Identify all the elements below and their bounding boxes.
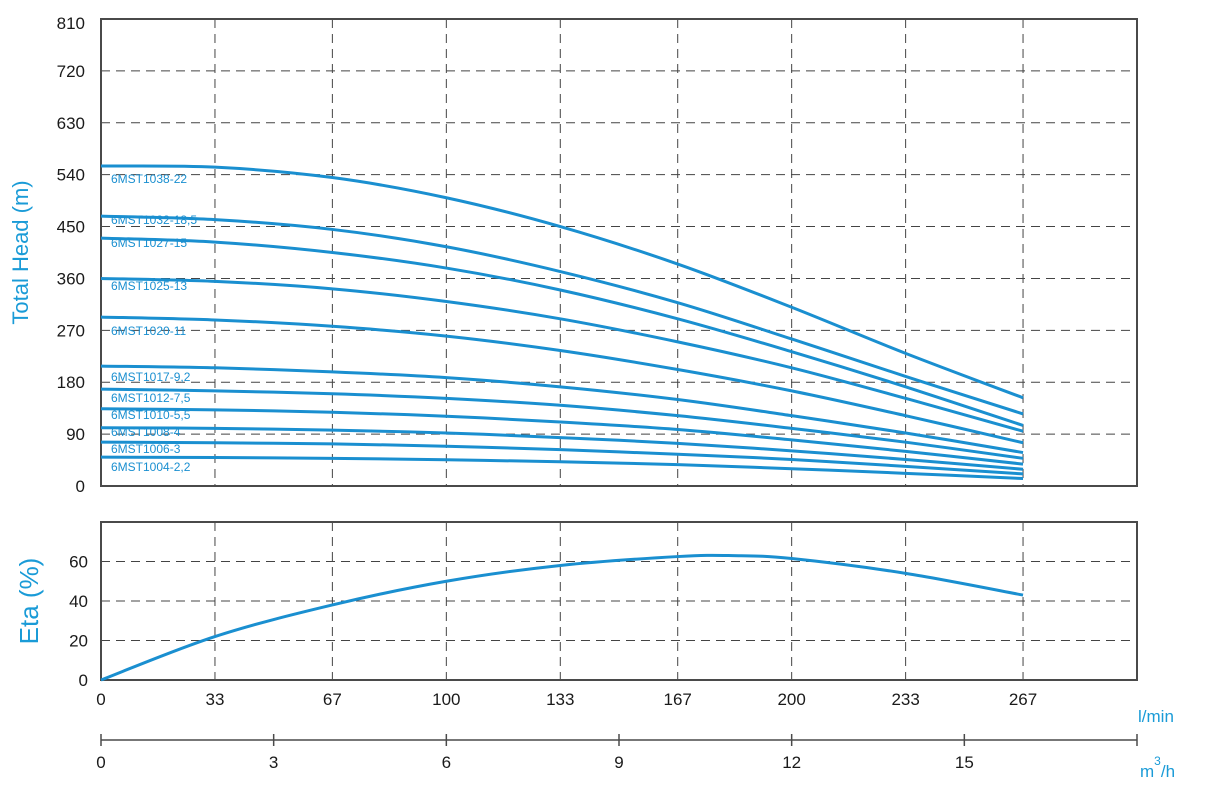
eta-panel: 0 20 40 60 Eta (%) bbox=[14, 521, 1138, 690]
head-y-axis-title: Total Head (m) bbox=[8, 180, 33, 324]
curve-label-7: 6MST1010-5,5 bbox=[111, 408, 191, 422]
head-y-tick-label: 0 bbox=[76, 477, 85, 496]
head-y-tick-label: 270 bbox=[57, 321, 85, 340]
eta-y-tick-label: 60 bbox=[69, 553, 88, 572]
x-tick-label: 167 bbox=[664, 690, 692, 709]
head-y-tick-label: 810 bbox=[57, 14, 85, 33]
head-y-tick-label: 180 bbox=[57, 373, 85, 392]
eta-y-axis-title: Eta (%) bbox=[14, 558, 44, 645]
head-y-tick-label: 540 bbox=[57, 166, 85, 185]
x-tick-label: 67 bbox=[323, 690, 342, 709]
curve-label-0: 6MST1038-22 bbox=[111, 172, 187, 186]
secondary-tick-label: 6 bbox=[442, 753, 451, 772]
x-tick-label: 33 bbox=[205, 690, 224, 709]
head-curve-5 bbox=[100, 364, 1024, 455]
secondary-unit-label: m3/h bbox=[1140, 754, 1175, 781]
head-curve-9 bbox=[100, 440, 1024, 476]
head-curve-1 bbox=[100, 214, 1024, 416]
secondary-tick-label: 0 bbox=[96, 753, 105, 772]
head-panel: 0 90 180 270 360 450 540 630 720 810 Total Head (m… bbox=[8, 14, 1138, 496]
eta-curve-0 bbox=[100, 553, 1024, 682]
secondary-tick-label: 9 bbox=[614, 753, 623, 772]
units-layer: l/min m3/h bbox=[1138, 707, 1175, 781]
head-curve-7 bbox=[100, 407, 1024, 466]
secondary-tick-label: 15 bbox=[955, 753, 974, 772]
x-tick-label: 200 bbox=[777, 690, 805, 709]
x-tick-label: 0 bbox=[96, 690, 105, 709]
head-curve-10 bbox=[100, 455, 1024, 481]
curve-label-8: 6MST1008-4 bbox=[111, 425, 181, 439]
eta-y-tick-label: 0 bbox=[79, 671, 88, 690]
head-frame bbox=[100, 18, 1138, 487]
head-curve-3 bbox=[100, 276, 1024, 433]
eta-frame bbox=[100, 521, 1138, 681]
head-curve-8 bbox=[100, 426, 1024, 471]
secondary-tick-label: 12 bbox=[782, 753, 801, 772]
curve-label-10: 6MST1004-2,2 bbox=[111, 460, 191, 474]
eta-y-tick-label: 40 bbox=[69, 592, 88, 611]
curve-label-3: 6MST1025-13 bbox=[111, 279, 187, 293]
x-unit-label: l/min bbox=[1138, 707, 1174, 726]
head-curve-6 bbox=[100, 387, 1024, 460]
head-y-tick-label: 630 bbox=[57, 114, 85, 133]
secondary-axis: 0 33 67 100 133 167 200 233 267 0 3 6 9 12 15 bbox=[96, 690, 1138, 772]
head-curve-4 bbox=[100, 315, 1024, 445]
x-tick-label: 133 bbox=[546, 690, 574, 709]
head-y-tick-label: 720 bbox=[57, 62, 85, 81]
head-curve-0 bbox=[100, 164, 1024, 400]
x-tick-label: 233 bbox=[891, 690, 919, 709]
head-curve-2 bbox=[100, 236, 1024, 427]
head-y-tick-label: 450 bbox=[57, 218, 85, 237]
secondary-tick-label: 3 bbox=[269, 753, 278, 772]
head-y-tick-label: 90 bbox=[66, 425, 85, 444]
eta-y-tick-label: 20 bbox=[69, 632, 88, 651]
curve-label-4: 6MST1020-11 bbox=[111, 324, 186, 338]
head-y-tick-label: 360 bbox=[57, 269, 85, 288]
curve-label-5: 6MST1017-9,2 bbox=[111, 370, 191, 384]
curve-label-2: 6MST1027-15 bbox=[111, 236, 187, 250]
curve-label-1: 6MST1032-18,5 bbox=[111, 213, 197, 227]
curve-label-9: 6MST1006-3 bbox=[111, 442, 181, 456]
curve-label-6: 6MST1012-7,5 bbox=[111, 391, 191, 405]
x-tick-label: 100 bbox=[432, 690, 460, 709]
x-tick-label: 267 bbox=[1009, 690, 1037, 709]
